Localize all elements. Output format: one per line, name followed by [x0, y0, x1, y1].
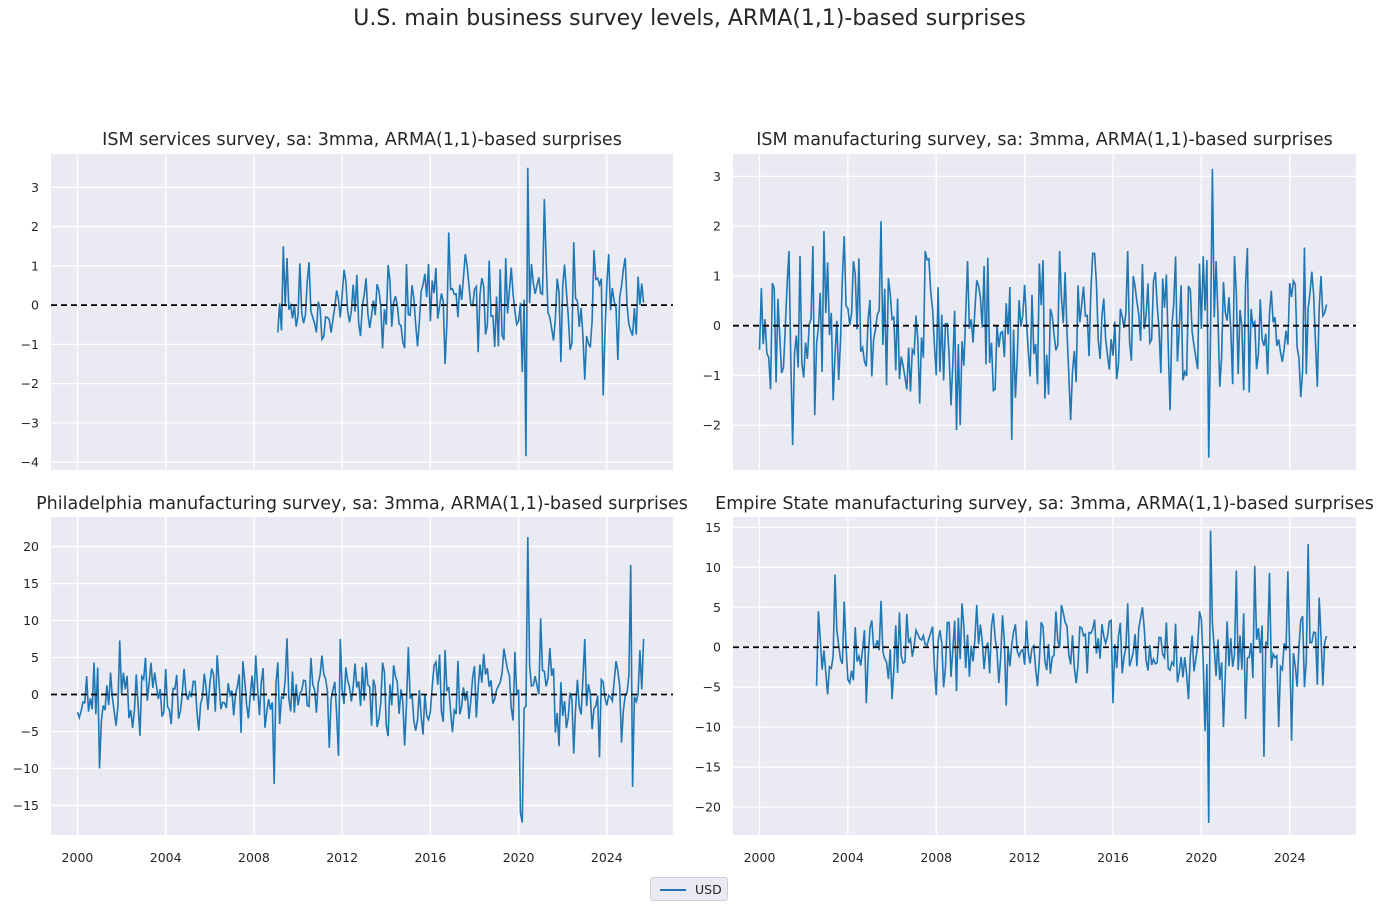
subplot-title: Empire State manufacturing survey, sa: 3… — [715, 494, 1374, 514]
x-tick-label: 2000 — [62, 850, 94, 865]
y-tick-label: −4 — [21, 455, 39, 470]
chart-ism-services: ISM services survey, sa: 3mma, ARMA(1,1)… — [21, 130, 673, 470]
y-tick-label: 0 — [31, 687, 39, 702]
x-tick-label: 2004 — [832, 850, 864, 865]
y-tick-label: 2 — [713, 219, 721, 234]
x-tick-label: 2004 — [150, 850, 182, 865]
x-tick-label: 2020 — [1185, 850, 1217, 865]
y-tick-label: −15 — [13, 798, 39, 813]
y-tick-label: −5 — [703, 680, 721, 695]
y-tick-label: −1 — [703, 368, 721, 383]
x-tick-label: 2016 — [1097, 850, 1129, 865]
x-tick-label: 2024 — [591, 850, 623, 865]
x-tick-label: 2016 — [414, 850, 446, 865]
x-tick-label: 2012 — [1009, 850, 1041, 865]
y-tick-label: 0 — [713, 318, 721, 333]
legend-label-usd: USD — [695, 882, 722, 897]
y-tick-label: 1 — [713, 268, 721, 283]
x-tick-label: 2020 — [503, 850, 535, 865]
series-line-usd — [277, 167, 645, 457]
x-tick-label: 2008 — [238, 850, 270, 865]
y-tick-label: −5 — [21, 724, 39, 739]
y-tick-label: 5 — [713, 600, 721, 615]
y-tick-label: 0 — [713, 640, 721, 655]
x-tick-label: 2008 — [920, 850, 952, 865]
y-tick-label: 3 — [713, 169, 721, 184]
x-tick-label: 2000 — [744, 850, 776, 865]
y-tick-label: 0 — [31, 298, 39, 313]
y-tick-label: −20 — [695, 800, 721, 815]
y-tick-label: 20 — [23, 539, 39, 554]
subplot-title: ISM services survey, sa: 3mma, ARMA(1,1)… — [102, 130, 622, 150]
y-tick-label: 15 — [23, 576, 39, 591]
subplot-title: ISM manufacturing survey, sa: 3mma, ARMA… — [756, 130, 1333, 150]
series-line-usd — [758, 168, 1328, 458]
x-tick-label: 2024 — [1274, 850, 1306, 865]
chart-empire-state-manufacturing: Empire State manufacturing survey, sa: 3… — [695, 494, 1374, 865]
y-tick-label: −3 — [21, 415, 39, 430]
figure-title: U.S. main business survey levels, ARMA(1… — [353, 6, 1026, 31]
y-tick-label: 10 — [705, 560, 721, 575]
y-tick-label: 15 — [705, 520, 721, 535]
chart-philadelphia-manufacturing: Philadelphia manufacturing survey, sa: 3… — [13, 494, 688, 865]
y-tick-label: −1 — [21, 337, 39, 352]
subplot-title: Philadelphia manufacturing survey, sa: 3… — [36, 494, 688, 514]
y-tick-label: 2 — [31, 219, 39, 234]
y-tick-label: −2 — [21, 376, 39, 391]
series-line-usd — [815, 530, 1328, 824]
y-tick-label: 10 — [23, 613, 39, 628]
y-tick-label: 1 — [31, 258, 39, 273]
y-tick-label: −10 — [695, 720, 721, 735]
chart-ism-manufacturing: ISM manufacturing survey, sa: 3mma, ARMA… — [703, 130, 1356, 470]
y-tick-label: −10 — [13, 761, 39, 776]
legend-swatch-usd — [660, 889, 686, 891]
y-tick-label: −2 — [703, 418, 721, 433]
series-line-usd — [76, 536, 645, 823]
y-tick-label: 5 — [31, 650, 39, 665]
y-tick-label: 3 — [31, 180, 39, 195]
y-tick-label: −15 — [695, 760, 721, 775]
x-tick-label: 2012 — [326, 850, 358, 865]
legend: USD — [650, 877, 728, 901]
